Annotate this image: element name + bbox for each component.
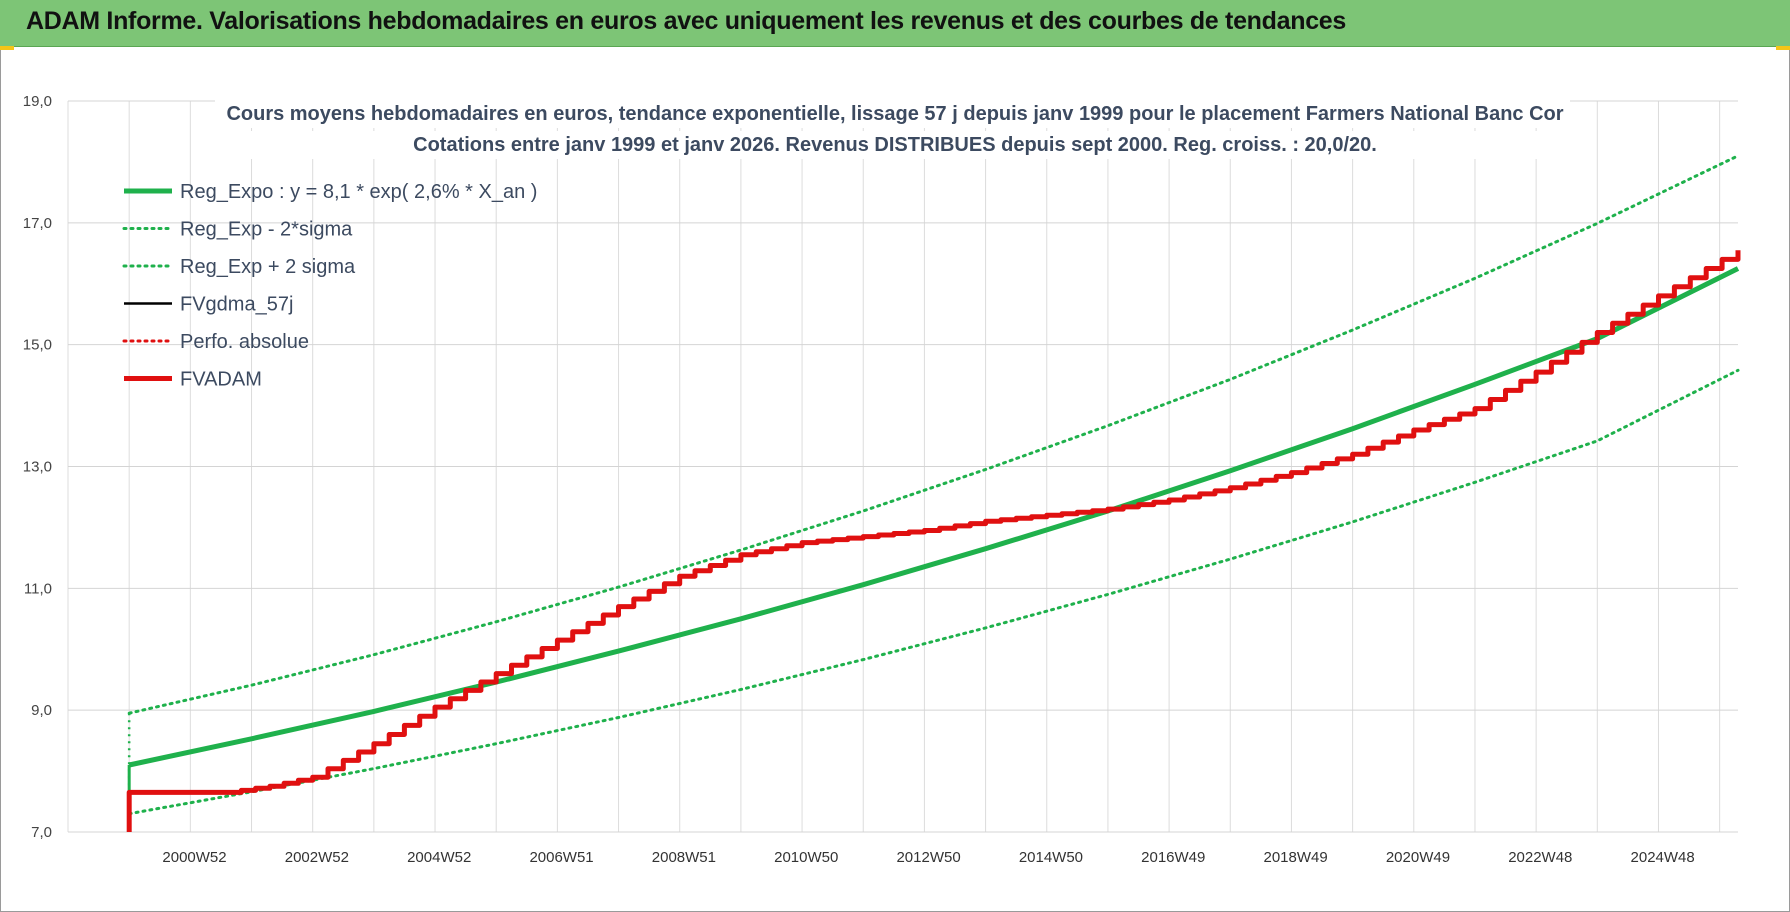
line-chart: 7,0 9,0 11,0 13,0 15,0 17,0 19,0 2000W52 2002W52… xyxy=(23,93,1741,866)
chart-axes: 7,0 9,0 11,0 13,0 15,0 17,0 19,0 2000W52 2002W52… xyxy=(23,93,1695,866)
x-tick-label: 2022W48 xyxy=(1508,849,1572,866)
x-tick-label: 2000W52 xyxy=(162,849,226,866)
page-title: ADAM Informe. Valorisations hebdomadaire… xyxy=(26,7,1347,35)
y-tick-label: 17,0 xyxy=(23,215,52,232)
y-tick-label: 19,0 xyxy=(23,93,52,110)
y-tick-label: 9,0 xyxy=(31,702,52,719)
x-tick-label: 2008W51 xyxy=(652,849,716,866)
chart-legend: Reg_Expo : y = 8,1 * exp( 2,6% * X_an ) R… xyxy=(122,181,537,391)
title-background xyxy=(215,100,1570,128)
corner-mark-left xyxy=(0,46,14,50)
header-bar: ADAM Informe. Valorisations hebdomadaire… xyxy=(0,0,1790,47)
chart-title: Cours moyens hebdomadaires en euros, ten… xyxy=(215,100,1570,159)
legend-label: Reg_Expo : y = 8,1 * exp( 2,6% * X_an ) xyxy=(180,181,537,203)
x-tick-label: 2020W49 xyxy=(1386,849,1450,866)
series-line-2 xyxy=(127,154,1740,715)
legend-label: Perfo. absolue xyxy=(180,331,309,353)
chart-title-line: Cours moyens hebdomadaires en euros, ten… xyxy=(226,103,1563,125)
chart-grid xyxy=(67,100,1738,833)
chart-title-line: Cotations entre janv 1999 et janv 2026. … xyxy=(413,134,1377,156)
legend-label: Reg_Exp - 2*sigma xyxy=(180,219,353,241)
y-tick-label: 11,0 xyxy=(24,580,52,597)
legend-label: FVgdma_57j xyxy=(180,294,293,316)
x-tick-label: 2004W52 xyxy=(407,849,471,866)
corner-mark-right xyxy=(1776,46,1790,50)
x-tick-label: 2002W52 xyxy=(285,849,349,866)
x-tick-label: 2024W48 xyxy=(1631,849,1695,866)
legend-label: Reg_Exp + 2 sigma xyxy=(180,256,356,278)
series-line-0 xyxy=(128,266,1740,768)
y-tick-label: 7,0 xyxy=(31,824,52,841)
series-line-5 xyxy=(126,250,1741,832)
x-tick-label: 2014W50 xyxy=(1019,849,1083,866)
x-tick-label: 2016W49 xyxy=(1141,849,1205,866)
chart-series xyxy=(126,154,1741,832)
x-tick-label: 2018W49 xyxy=(1264,849,1328,866)
series-line-1 xyxy=(127,368,1740,816)
x-tick-label: 2006W51 xyxy=(529,849,593,866)
title-background xyxy=(215,131,1570,159)
legend-label: FVADAM xyxy=(180,369,262,391)
x-tick-label: 2010W50 xyxy=(774,849,838,866)
x-tick-label: 2012W50 xyxy=(896,849,960,866)
y-tick-label: 13,0 xyxy=(23,459,52,476)
y-tick-label: 15,0 xyxy=(23,337,52,354)
